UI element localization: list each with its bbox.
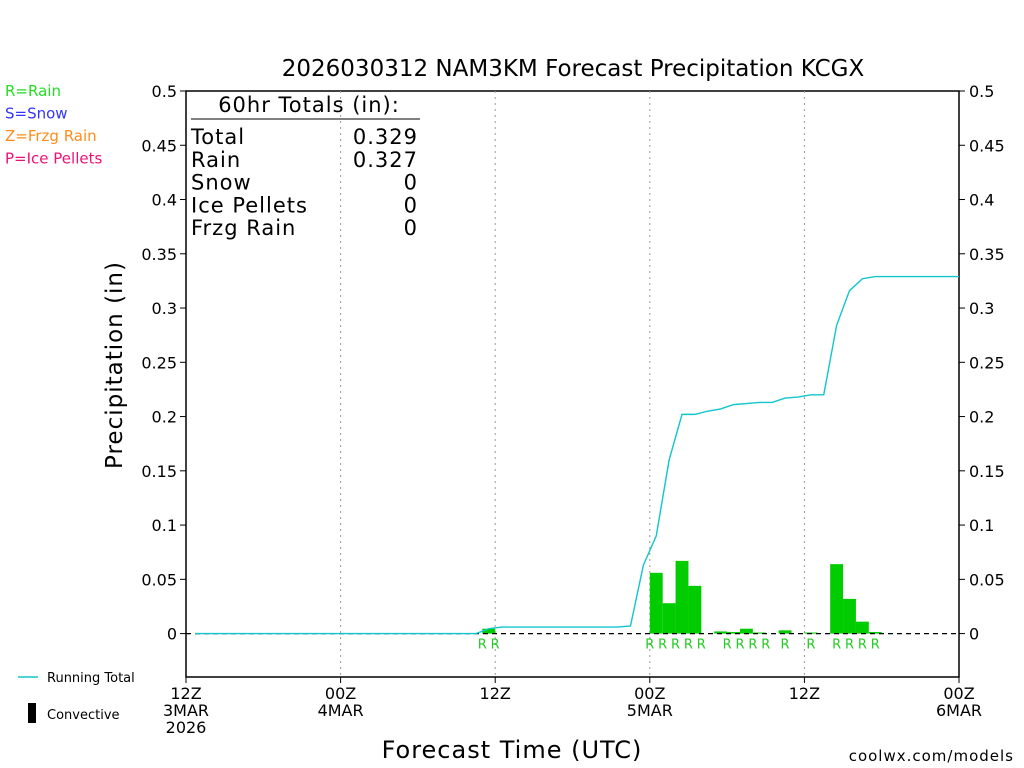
- x-tick-label: 00Z: [943, 684, 974, 703]
- totals-row-value: 0: [404, 171, 418, 195]
- grid-layer: [340, 91, 805, 677]
- y-tick-label: 0.1: [969, 516, 994, 535]
- y-tick-label: 0.45: [969, 136, 1005, 155]
- y-tick-label: 0.3: [152, 299, 177, 318]
- convective-legend-label: Convective: [47, 708, 120, 723]
- ptype-mark: R: [723, 638, 732, 653]
- precip-bar: [675, 560, 689, 634]
- ptype-mark: R: [832, 638, 841, 653]
- precip-bar: [752, 632, 766, 634]
- y-tick-label: 0.1: [152, 516, 177, 535]
- ptype-legend: R=Rain S=Snow Z=Frzg Rain P=Ice Pellets: [5, 82, 102, 168]
- totals-row-value: 0: [404, 193, 418, 217]
- precip-bar: [830, 564, 844, 634]
- ptype-mark: R: [478, 638, 487, 653]
- precip-bar: [714, 631, 728, 634]
- y-tick-label: 0: [969, 625, 979, 644]
- x-tick-label: 12Z: [789, 684, 820, 703]
- ptype-legend-item: Z=Frzg Rain: [5, 127, 97, 145]
- x-tick-label: 6MAR: [936, 701, 982, 720]
- precip-bar: [855, 621, 869, 634]
- ptype-legend-item: S=Snow: [5, 105, 68, 123]
- totals-row-label: Rain: [191, 148, 241, 172]
- x-tick-label: 3MAR: [163, 701, 209, 720]
- ptype-mark: R: [658, 638, 667, 653]
- precip-bar: [727, 631, 740, 634]
- precip-bar: [843, 598, 856, 634]
- totals-header: 60hr Totals (in):: [218, 93, 400, 117]
- bottom-legend: Running Total Convective: [18, 671, 135, 723]
- credit-text: coolwx.com/models: [849, 747, 1014, 765]
- precip-bar: [688, 585, 702, 634]
- y-tick-label: 0.4: [152, 191, 177, 210]
- y-tick-label: 0.5: [152, 82, 177, 101]
- totals-rows: Total 0.329 Rain 0.327 Snow 0 Ice Pellets 0 Frzg…: [190, 125, 418, 240]
- y-tick-label: 0.2: [152, 408, 177, 427]
- ptype-mark: R: [858, 638, 867, 653]
- running-total-legend-label: Running Total: [47, 671, 135, 686]
- totals-row-label: Total: [190, 125, 245, 149]
- y-tick-label: 0.5: [969, 82, 994, 101]
- y-tick-label: 0: [167, 625, 177, 644]
- totals-box: 60hr Totals (in): Total 0.329 Rain 0.327 Sno…: [190, 93, 420, 240]
- ptype-mark: R: [748, 638, 757, 653]
- ptype-legend-item: R=Rain: [5, 82, 61, 100]
- y-tick-label: 0.25: [969, 353, 1005, 372]
- ptype-mark: R: [671, 638, 680, 653]
- y-tick-label: 0.15: [969, 462, 1005, 481]
- plot-frame: [185, 90, 960, 678]
- x-tick-label: 00Z: [634, 684, 665, 703]
- precip-bar: [778, 630, 792, 634]
- ptype-legend-item: P=Ice Pellets: [5, 150, 102, 168]
- ptype-mark: R: [871, 638, 880, 653]
- totals-row-label: Ice Pellets: [191, 193, 308, 217]
- precip-bar: [868, 631, 882, 634]
- ptype-mark: R: [845, 638, 854, 653]
- y-axis-left: 0 0.05 0.1 0.15 0.2 0.25 0.3 0.35 0.4 0.45 0.5: [141, 82, 186, 644]
- ptype-mark: R: [761, 638, 770, 653]
- running-total-line: [195, 275, 959, 635]
- y-tick-label: 0.3: [969, 299, 994, 318]
- convective-swatch: [28, 703, 36, 723]
- totals-row-label: Snow: [191, 171, 252, 195]
- totals-row-value: 0.329: [353, 125, 418, 149]
- y-tick-label: 0.25: [141, 353, 177, 372]
- ptype-mark: R: [491, 638, 500, 653]
- y-axis-label: Precipitation (in): [102, 261, 128, 469]
- x-axis-label: Forecast Time (UTC): [382, 736, 643, 764]
- y-tick-label: 0.35: [141, 245, 177, 264]
- y-tick-label: 0.05: [969, 570, 1005, 589]
- y-tick-label: 0.45: [141, 136, 177, 155]
- x-tick-label: 4MAR: [318, 701, 364, 720]
- chart-title: 2026030312 NAM3KM Forecast Precipitation…: [282, 56, 865, 82]
- precip-bar: [649, 572, 663, 634]
- precip-bar: [662, 603, 676, 634]
- precip-bar: [739, 628, 753, 634]
- x-tick-label: 2026: [166, 718, 207, 737]
- y-tick-label: 0.2: [969, 408, 994, 427]
- ptype-mark: R: [781, 638, 790, 653]
- y-tick-label: 0.35: [969, 245, 1005, 264]
- x-tick-label: 12Z: [480, 684, 511, 703]
- ptype-mark: R: [684, 638, 693, 653]
- y-tick-label: 0.05: [141, 570, 177, 589]
- y-tick-label: 0.4: [969, 191, 994, 210]
- y-axis-right: 0 0.05 0.1 0.15 0.2 0.25 0.3 0.35 0.4 0.45 0.5: [959, 82, 1005, 644]
- ptype-mark: R: [735, 638, 744, 653]
- y-tick-label: 0.15: [141, 462, 177, 481]
- x-tick-label: 5MAR: [627, 701, 673, 720]
- totals-row-value: 0.327: [353, 148, 418, 172]
- ptype-mark: R: [645, 638, 654, 653]
- x-tick-label: 12Z: [170, 684, 201, 703]
- x-tick-label: 00Z: [325, 684, 356, 703]
- ptype-mark: R: [697, 638, 706, 653]
- totals-row-value: 0: [404, 216, 418, 240]
- totals-row-label: Frzg Rain: [191, 216, 296, 240]
- precip-bar: [482, 628, 496, 634]
- bar-layer: [482, 560, 882, 634]
- ptype-mark: R: [806, 638, 815, 653]
